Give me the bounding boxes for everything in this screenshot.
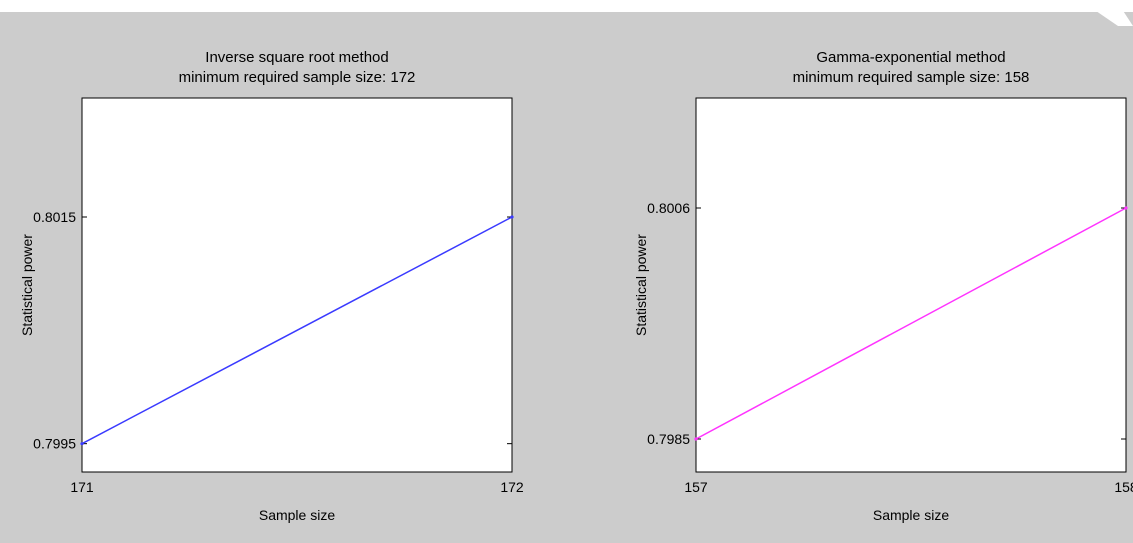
y-axis-label: Statistical power — [633, 234, 649, 336]
chart-subtitle: minimum required sample size: 158 — [793, 69, 1030, 86]
plot-area — [81, 97, 513, 473]
y-ticks: 0.7995 0.8015 — [33, 209, 512, 452]
chart-panel-2: Gamma-exponential method minimum require… — [633, 49, 1133, 523]
x-ticks: 171 172 — [70, 98, 524, 495]
series-line — [695, 207, 1127, 440]
data-point — [80, 442, 84, 446]
x-tick-label: 158 — [1114, 479, 1133, 495]
x-axis-label: Sample size — [873, 507, 949, 523]
y-tick-label: 0.8015 — [33, 209, 76, 225]
plot-area — [695, 97, 1127, 473]
y-ticks: 0.7985 0.8006 — [647, 200, 1126, 447]
decorative-arrow-mark — [1080, 0, 1133, 26]
data-point — [1124, 206, 1128, 210]
data-point — [510, 215, 514, 219]
x-tick-label: 157 — [684, 479, 708, 495]
x-axis-label: Sample size — [259, 507, 335, 523]
x-tick-label: 172 — [500, 479, 524, 495]
series-lines — [80, 215, 514, 446]
y-tick-label: 0.7995 — [33, 436, 76, 452]
chart-title: Inverse square root method — [205, 49, 388, 66]
data-point — [694, 437, 698, 441]
series-line — [81, 216, 513, 445]
chart-subtitle: minimum required sample size: 172 — [179, 69, 416, 86]
y-axis-label: Statistical power — [19, 234, 35, 336]
y-tick-label: 0.7985 — [647, 431, 690, 447]
y-tick-label: 0.8006 — [647, 200, 690, 216]
chart-panel-1: Inverse square root method minimum requi… — [19, 49, 524, 523]
series-lines — [694, 206, 1128, 441]
x-ticks: 157 158 — [684, 98, 1133, 495]
chart-title: Gamma-exponential method — [816, 49, 1005, 66]
x-tick-label: 171 — [70, 479, 94, 495]
